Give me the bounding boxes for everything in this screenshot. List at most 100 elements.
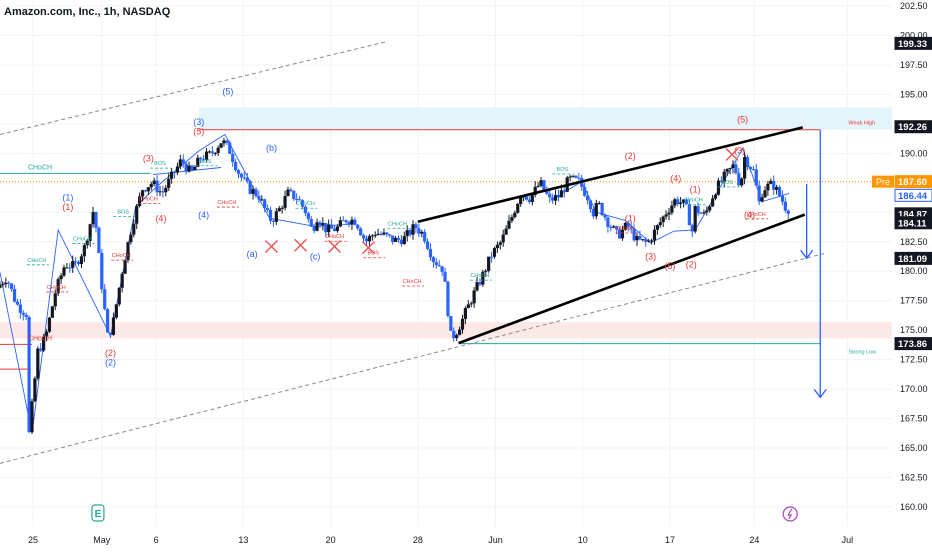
wave-label: (2) [686, 260, 697, 270]
wave-label: (c) [310, 251, 321, 261]
candle-body [350, 219, 354, 225]
candle-body [498, 242, 502, 245]
candle-body [82, 245, 86, 257]
target-arrows [800, 129, 827, 399]
wave-annotations: (1)(1)(2)(2)(3)(4) (4)(3)(5)(5)(b)(a) (c)(… [62, 86, 755, 367]
candle-body [225, 140, 229, 143]
level-label: CHoCH [28, 164, 52, 171]
arrow-head [800, 249, 814, 260]
wave-label: (1) [62, 202, 73, 212]
candle-body [30, 401, 34, 433]
price-tick: 182.50 [900, 237, 928, 247]
candle-body [359, 228, 363, 236]
event-icons[interactable]: E [91, 504, 798, 522]
structure-label: CHoCH [112, 253, 131, 259]
wedge-lines[interactable] [417, 126, 806, 345]
candle-body [367, 236, 372, 242]
candle-body [181, 159, 185, 164]
candle-body [196, 157, 200, 167]
candle-body [289, 189, 293, 191]
candle-body [396, 237, 401, 240]
candle-body [126, 242, 130, 261]
candle-body [12, 289, 17, 302]
candle-body [539, 180, 543, 186]
candle-body [606, 217, 610, 227]
channel-line [0, 253, 825, 464]
time-tick: 17 [665, 535, 675, 545]
candle-body [327, 224, 331, 233]
candle-body [492, 248, 497, 257]
candle-body [402, 236, 406, 245]
time-axis[interactable]: 25 May 6 13 20 28 Jun 10 17 24 Jul [28, 535, 853, 545]
candle-body [716, 180, 721, 195]
candle-body [399, 239, 403, 245]
candle-body [524, 196, 529, 200]
candle-body [533, 186, 537, 195]
candle-body [466, 304, 470, 309]
candle-body [728, 168, 732, 170]
candle-body [376, 233, 380, 235]
candle-body [85, 240, 89, 246]
candle-body [475, 282, 479, 291]
candle-body [216, 147, 220, 154]
structure-label: CHoCH [217, 200, 236, 206]
price-tick: 167.50 [900, 414, 928, 424]
candle-body [684, 199, 689, 204]
time-tick: 13 [238, 535, 248, 545]
candle-body [495, 244, 499, 249]
candle-body [615, 226, 619, 230]
candle-body [635, 236, 639, 241]
candle-body [437, 265, 441, 267]
candle-body [4, 282, 8, 285]
candle-body [132, 223, 136, 235]
structure-label: CHoCH [747, 212, 766, 218]
candle-body [507, 220, 511, 229]
price-tick: 175.00 [900, 325, 928, 335]
candle-body [414, 224, 418, 229]
price-tick: 202.50 [900, 1, 928, 11]
candle-body [59, 275, 63, 280]
candle-body [743, 157, 747, 179]
time-tick: 20 [326, 535, 336, 545]
x-mark [725, 148, 739, 162]
candle-body [254, 189, 258, 197]
candle-body [24, 314, 28, 317]
candle-body [530, 194, 534, 202]
candle-body [673, 199, 677, 206]
price-tick: 190.00 [900, 148, 928, 158]
time-tick: 25 [28, 535, 38, 545]
level-label: Weak High [848, 121, 875, 127]
candle-body [617, 229, 622, 239]
candle-body [777, 187, 782, 196]
candle-body [187, 165, 191, 172]
price-axis[interactable]: 160.00 162.50 165.00 167.50 170.00 172.50 175.… [872, 0, 932, 550]
candle-body [423, 231, 427, 242]
candle-body [332, 228, 337, 232]
level-label: CHoCH [28, 335, 52, 342]
wedge-trendline [417, 126, 804, 223]
candle-body [178, 159, 182, 167]
structure-label: CHoCH [388, 221, 407, 227]
price-tag-label: 184.11 [898, 218, 927, 229]
price-tag [894, 216, 932, 230]
candle-body [629, 226, 633, 229]
wave-label: (4) [155, 214, 166, 224]
price-tick: 195.00 [900, 89, 928, 99]
candle-body [213, 153, 217, 155]
candle-body [585, 195, 590, 201]
time-tick: Jun [488, 535, 503, 545]
wave-label: (3) [645, 251, 656, 261]
wave-label: (1) [690, 184, 701, 194]
candle-body [446, 281, 450, 316]
candle-body [457, 329, 462, 336]
candle-body [306, 213, 310, 219]
candle-body [702, 212, 706, 214]
wave-label: (5) [737, 115, 748, 125]
price-tick: 197.50 [900, 60, 928, 70]
candle-body [667, 212, 671, 215]
wave-label: (1) [62, 193, 73, 203]
candle-body [146, 187, 150, 192]
candle-body [489, 256, 494, 258]
